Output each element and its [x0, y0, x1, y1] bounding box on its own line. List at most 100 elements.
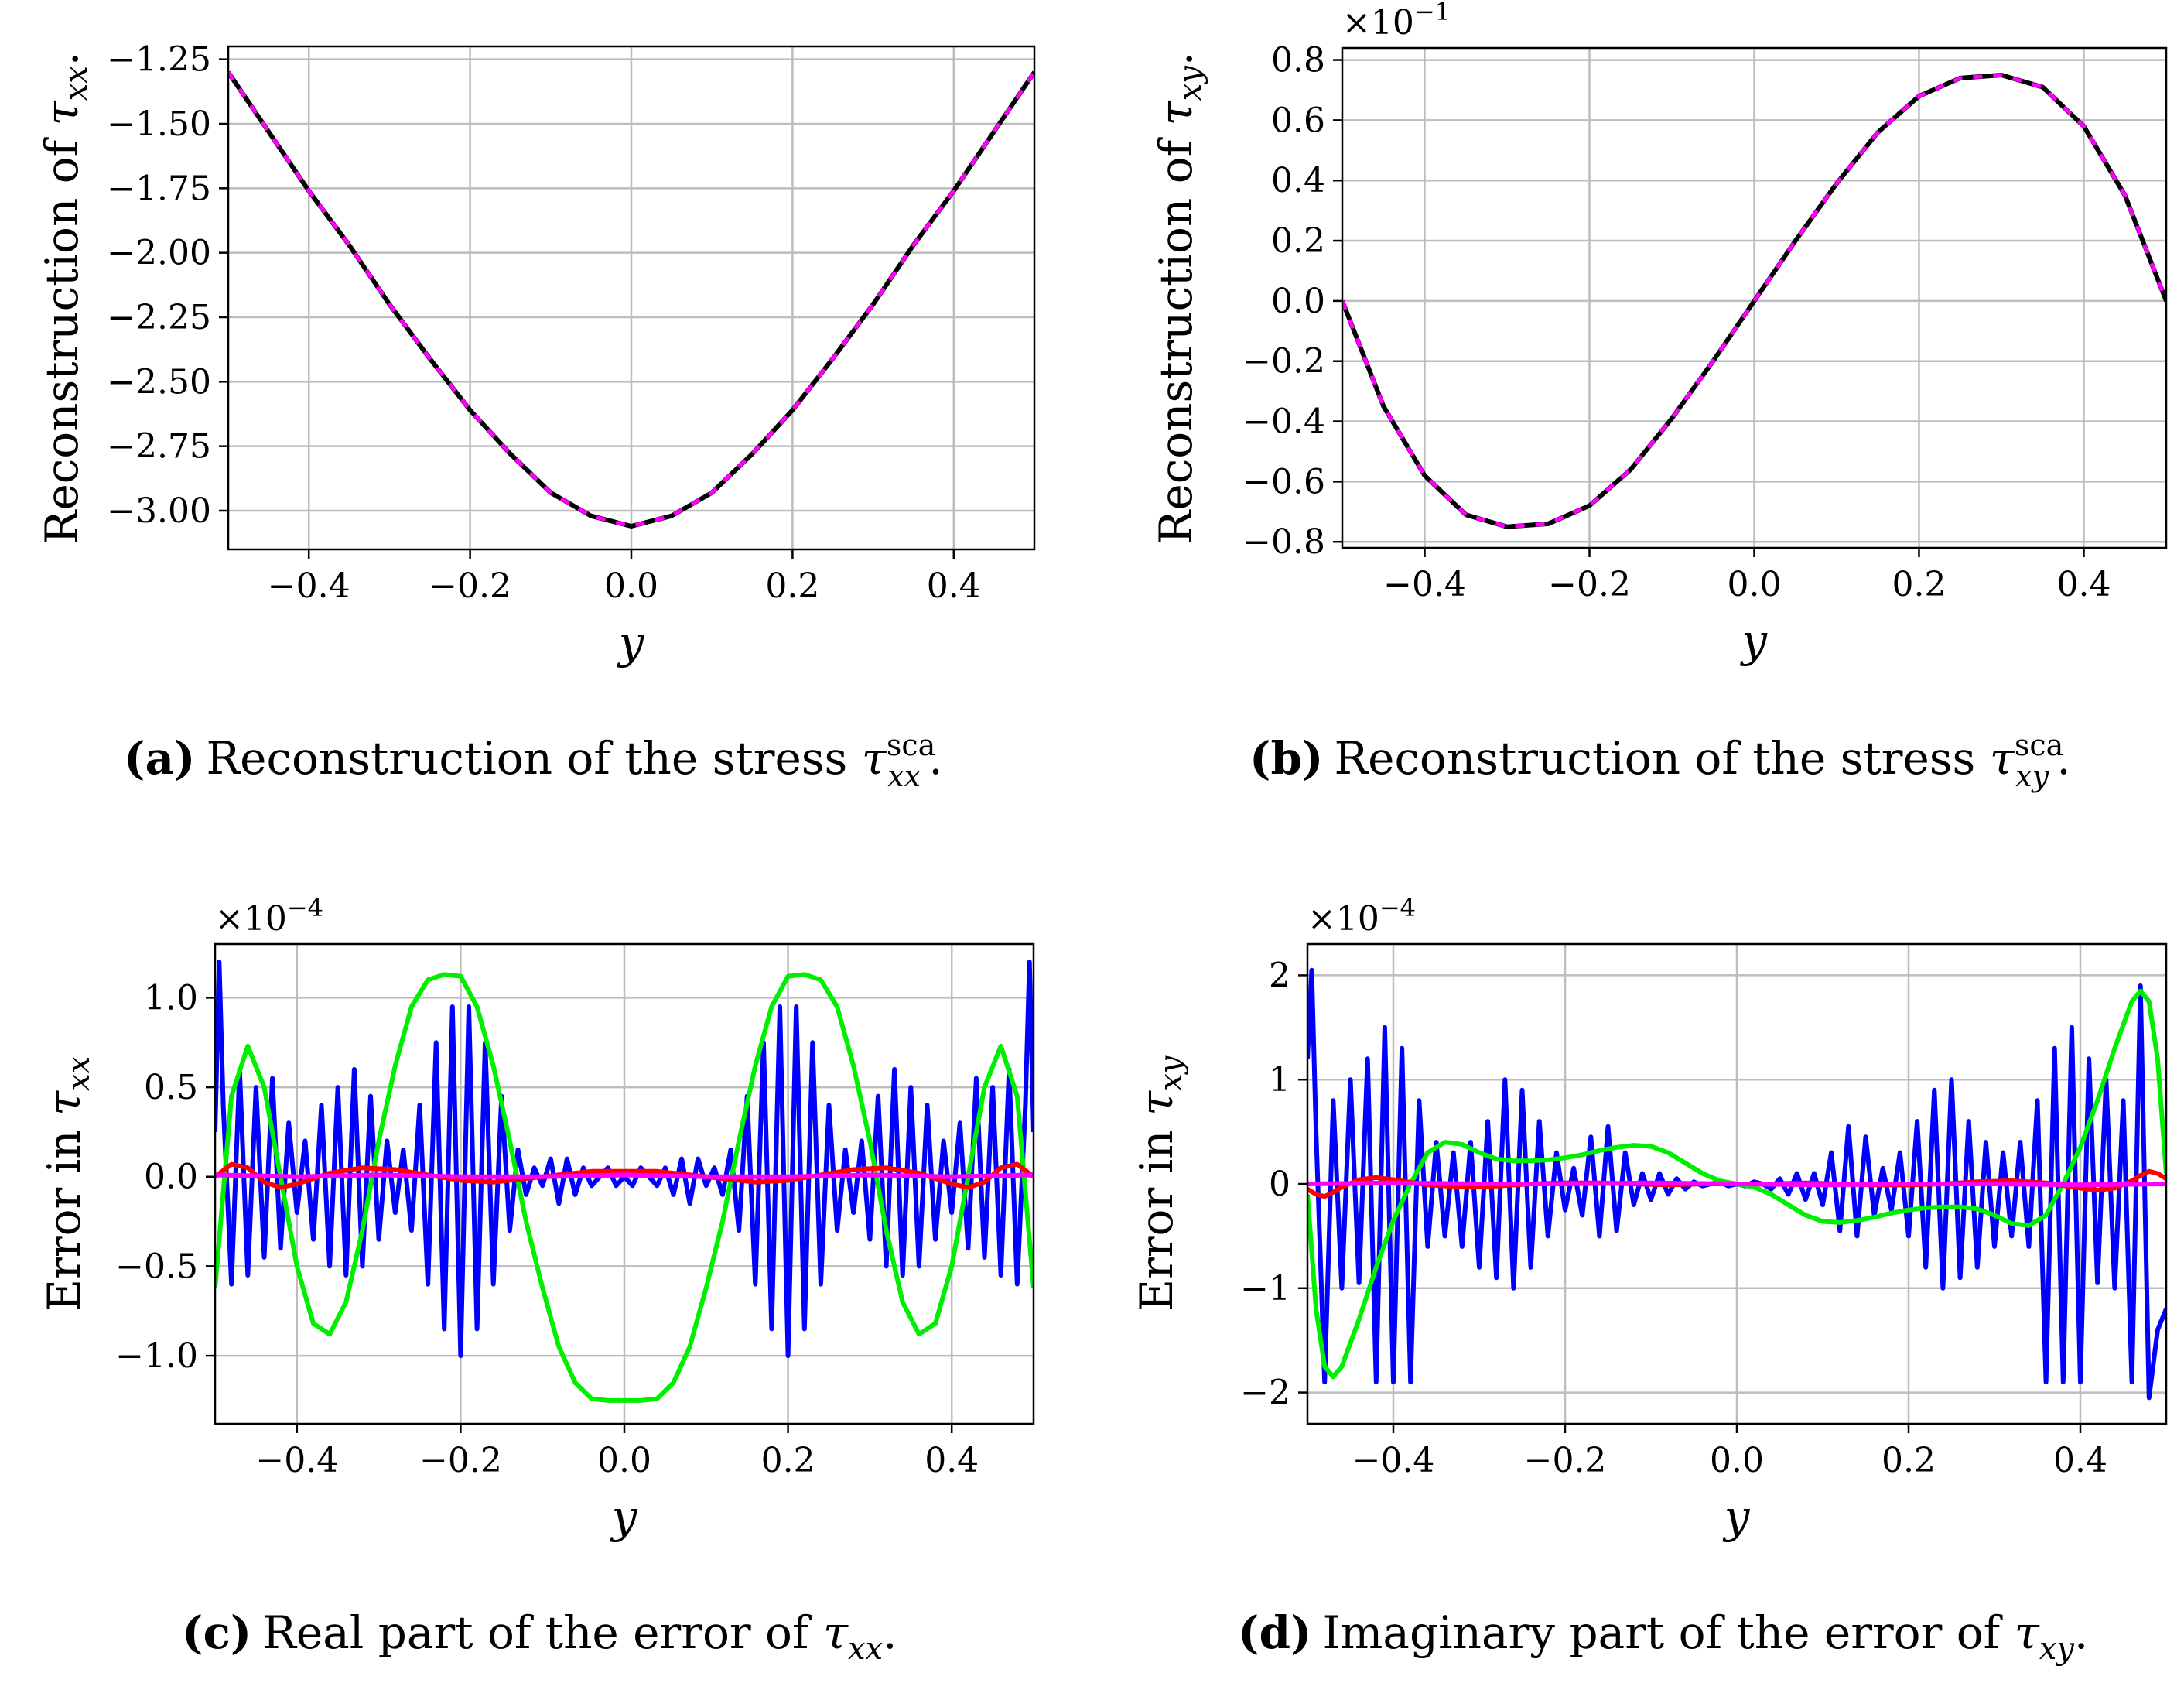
y-tick-label: −2.50 — [107, 362, 211, 402]
x-tick-label: 0.2 — [1882, 1441, 1936, 1480]
y-axis-label: Error in τxy — [1130, 1055, 1189, 1312]
x-tick-label: 0.2 — [765, 566, 819, 606]
x-tick-label: 0.4 — [925, 1441, 979, 1480]
y-tick-label: 0.6 — [1271, 101, 1325, 140]
axis-multiplier: ×10−4 — [1307, 893, 1416, 939]
panel-d: −0.4 −0.2 0.0 0.2 0.4 −2 −1 0 1 2 ×10−4 y Error in τ… — [1130, 893, 2168, 1667]
y-tick-label: −0.2 — [1242, 342, 1325, 381]
series-line-exact — [228, 70, 1034, 529]
y-label-symbol: τ — [36, 100, 88, 125]
y-tick-label: 0.2 — [1271, 221, 1325, 261]
y-label-text: Error in — [38, 1116, 91, 1312]
y-tick-label: −0.4 — [1242, 402, 1325, 442]
x-tick-label: 0.0 — [1710, 1441, 1764, 1480]
multiplier-base: ×10 — [1307, 899, 1379, 939]
y-label-text: Reconstruction of — [1150, 125, 1202, 544]
multiplier-exponent: −4 — [1379, 893, 1416, 922]
x-tick-label: 0.4 — [2057, 565, 2111, 604]
y-label-subscript: xx — [59, 66, 94, 101]
y-label-subscript: xx — [61, 1056, 97, 1091]
series-group — [228, 70, 1034, 529]
x-tick-label: 0.0 — [597, 1441, 651, 1480]
y-tick-label: 0.0 — [1271, 282, 1325, 321]
caption: (d) Imaginary part of the error of τxy. — [1238, 1606, 2088, 1667]
caption-text: Imaginary part of the error of — [1322, 1606, 2014, 1659]
y-tick-label: 1 — [1269, 1060, 1290, 1100]
caption-subscript: xx — [848, 1631, 883, 1667]
multiplier-exponent: −1 — [1414, 0, 1451, 26]
x-axis-label: y — [1739, 614, 1768, 667]
caption-text: Real part of the error of — [262, 1606, 823, 1659]
series-line-magenta — [215, 1172, 1034, 1179]
panel-b: −0.4 −0.2 0.0 0.2 0.4 −0.8 −0.6 −0.4 −0.2 0.0 0.2 0… — [1150, 0, 2168, 793]
y-label-symbol: τ — [1130, 1090, 1183, 1116]
caption-superscript: sca — [2015, 728, 2063, 762]
x-tick-label: 0.2 — [761, 1441, 815, 1480]
y-label-subscript: xy — [1154, 1055, 1189, 1091]
y-tick-label: −1.0 — [115, 1336, 198, 1376]
y-tick-label: −0.5 — [115, 1247, 198, 1286]
panel-c: −0.4 −0.2 0.0 0.2 0.4 −1.0 −0.5 0.0 0.5 1.0 ×10−4 y… — [38, 893, 1035, 1667]
series-line-green — [215, 972, 1034, 1403]
y-tick-label: −2.75 — [107, 427, 211, 467]
x-tick-label: −0.2 — [1524, 1441, 1607, 1480]
y-tick-label: −0.8 — [1242, 522, 1325, 562]
multiplier-base: ×10 — [215, 899, 287, 939]
caption-subscript: xx — [887, 759, 921, 793]
caption-symbol: τ — [2015, 1606, 2040, 1659]
y-tick-label: 0.4 — [1271, 161, 1325, 200]
y-tick-label: −0.6 — [1242, 462, 1325, 501]
caption-label: (c) — [182, 1606, 251, 1659]
y-label-subscript: xy — [1173, 65, 1208, 101]
caption-end: . — [883, 1606, 897, 1659]
series-group — [1307, 967, 2166, 1401]
caption-label: (b) — [1249, 732, 1323, 785]
series-group — [1342, 73, 2166, 529]
caption-label: (d) — [1238, 1606, 1311, 1659]
x-axis-label: y — [610, 1490, 638, 1543]
caption-symbol: τ — [823, 1606, 849, 1659]
caption: (b) Reconstruction of the stress τsca xy. — [1249, 728, 2071, 793]
y-tick-label: 0.8 — [1271, 41, 1325, 80]
y-tick-label: 2 — [1269, 956, 1290, 995]
x-tick-label: 0.4 — [2053, 1441, 2107, 1480]
series-line-magenta — [1307, 1180, 2166, 1188]
caption-symbol: τ — [862, 732, 887, 785]
caption-end: . — [928, 732, 942, 785]
x-axis-label: y — [1722, 1490, 1751, 1543]
x-tick-label: −0.4 — [255, 1441, 338, 1480]
y-tick-label: 1.0 — [144, 978, 198, 1018]
y-axis-label: Reconstruction of τxy. — [1150, 52, 1208, 544]
y-tick-label: 0.5 — [144, 1068, 198, 1107]
y-label-symbol: τ — [38, 1090, 91, 1116]
x-tick-label: −0.4 — [268, 566, 350, 606]
y-tick-label: −1 — [1240, 1269, 1290, 1308]
panel-a: −0.4 −0.2 0.0 0.2 0.4 −3.00 −2.75 −2.50 −2.25 −2.… — [36, 40, 1036, 793]
series-line-reconstruction — [1342, 73, 2166, 529]
y-label-suffix: . — [36, 52, 88, 66]
caption-text: Reconstruction of the stress — [206, 732, 861, 785]
axis-multiplier: ×10−4 — [215, 893, 323, 939]
y-label-text: Reconstruction of — [36, 125, 88, 544]
axis-multiplier: ×10−1 — [1342, 0, 1451, 43]
x-tick-label: 0.0 — [1728, 565, 1782, 604]
y-tick-label: −1.75 — [107, 169, 211, 208]
x-tick-label: −0.2 — [429, 566, 511, 606]
y-label-symbol: τ — [1150, 100, 1202, 125]
caption-end: . — [2056, 732, 2070, 785]
y-tick-label: −2.00 — [107, 234, 211, 273]
x-tick-label: −0.4 — [1352, 1441, 1435, 1480]
y-tick-label: −2.25 — [107, 298, 211, 337]
y-tick-label: −3.00 — [107, 491, 211, 531]
caption-label: (a) — [124, 732, 195, 785]
x-tick-label: −0.4 — [1383, 565, 1466, 604]
x-tick-label: −0.2 — [419, 1441, 502, 1480]
multiplier-base: ×10 — [1342, 3, 1414, 43]
caption: (c) Real part of the error of τxx. — [182, 1606, 897, 1667]
y-label-suffix: . — [1150, 52, 1202, 66]
caption-subscript: xy — [2015, 759, 2049, 793]
y-tick-label: −2 — [1240, 1373, 1290, 1413]
caption-end: . — [2074, 1606, 2088, 1659]
